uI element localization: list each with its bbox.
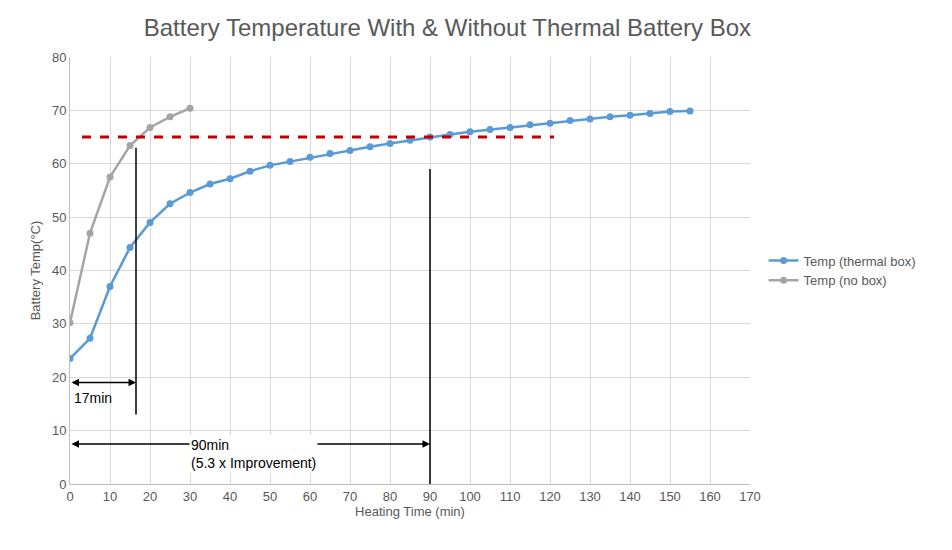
svg-text:30: 30: [183, 489, 197, 504]
svg-text:160: 160: [699, 489, 721, 504]
svg-text:140: 140: [619, 489, 641, 504]
svg-text:Heating Time (min): Heating Time (min): [355, 504, 465, 519]
svg-text:17min: 17min: [74, 390, 112, 406]
svg-text:50: 50: [52, 210, 66, 225]
svg-text:40: 40: [223, 489, 237, 504]
svg-text:50: 50: [263, 489, 277, 504]
svg-text:Temp (thermal box): Temp (thermal box): [804, 254, 916, 269]
svg-text:60: 60: [52, 156, 66, 171]
svg-text:60: 60: [303, 489, 317, 504]
svg-text:120: 120: [539, 489, 561, 504]
svg-text:130: 130: [579, 489, 601, 504]
svg-text:Battery Temp(°C): Battery Temp(°C): [28, 221, 43, 321]
svg-text:80: 80: [52, 50, 66, 65]
svg-text:Temp (no box): Temp (no box): [804, 273, 887, 288]
svg-text:40: 40: [52, 263, 66, 278]
svg-text:10: 10: [52, 423, 66, 438]
svg-text:90min(5.3 x Improvement): 90min(5.3 x Improvement): [191, 437, 316, 471]
svg-text:20: 20: [143, 489, 157, 504]
svg-text:70: 70: [343, 489, 357, 504]
svg-text:100: 100: [459, 489, 481, 504]
svg-text:170: 170: [739, 489, 761, 504]
svg-text:70: 70: [52, 103, 66, 118]
svg-text:150: 150: [659, 489, 681, 504]
svg-text:0: 0: [59, 477, 66, 492]
svg-text:10: 10: [103, 489, 117, 504]
svg-text:110: 110: [500, 489, 521, 504]
svg-text:20: 20: [52, 370, 66, 385]
svg-text:30: 30: [52, 316, 66, 331]
svg-text:Battery Temperature With & Wit: Battery Temperature With & Without Therm…: [144, 14, 751, 41]
svg-text:0: 0: [66, 489, 73, 504]
svg-text:80: 80: [383, 489, 397, 504]
svg-text:90: 90: [423, 489, 437, 504]
